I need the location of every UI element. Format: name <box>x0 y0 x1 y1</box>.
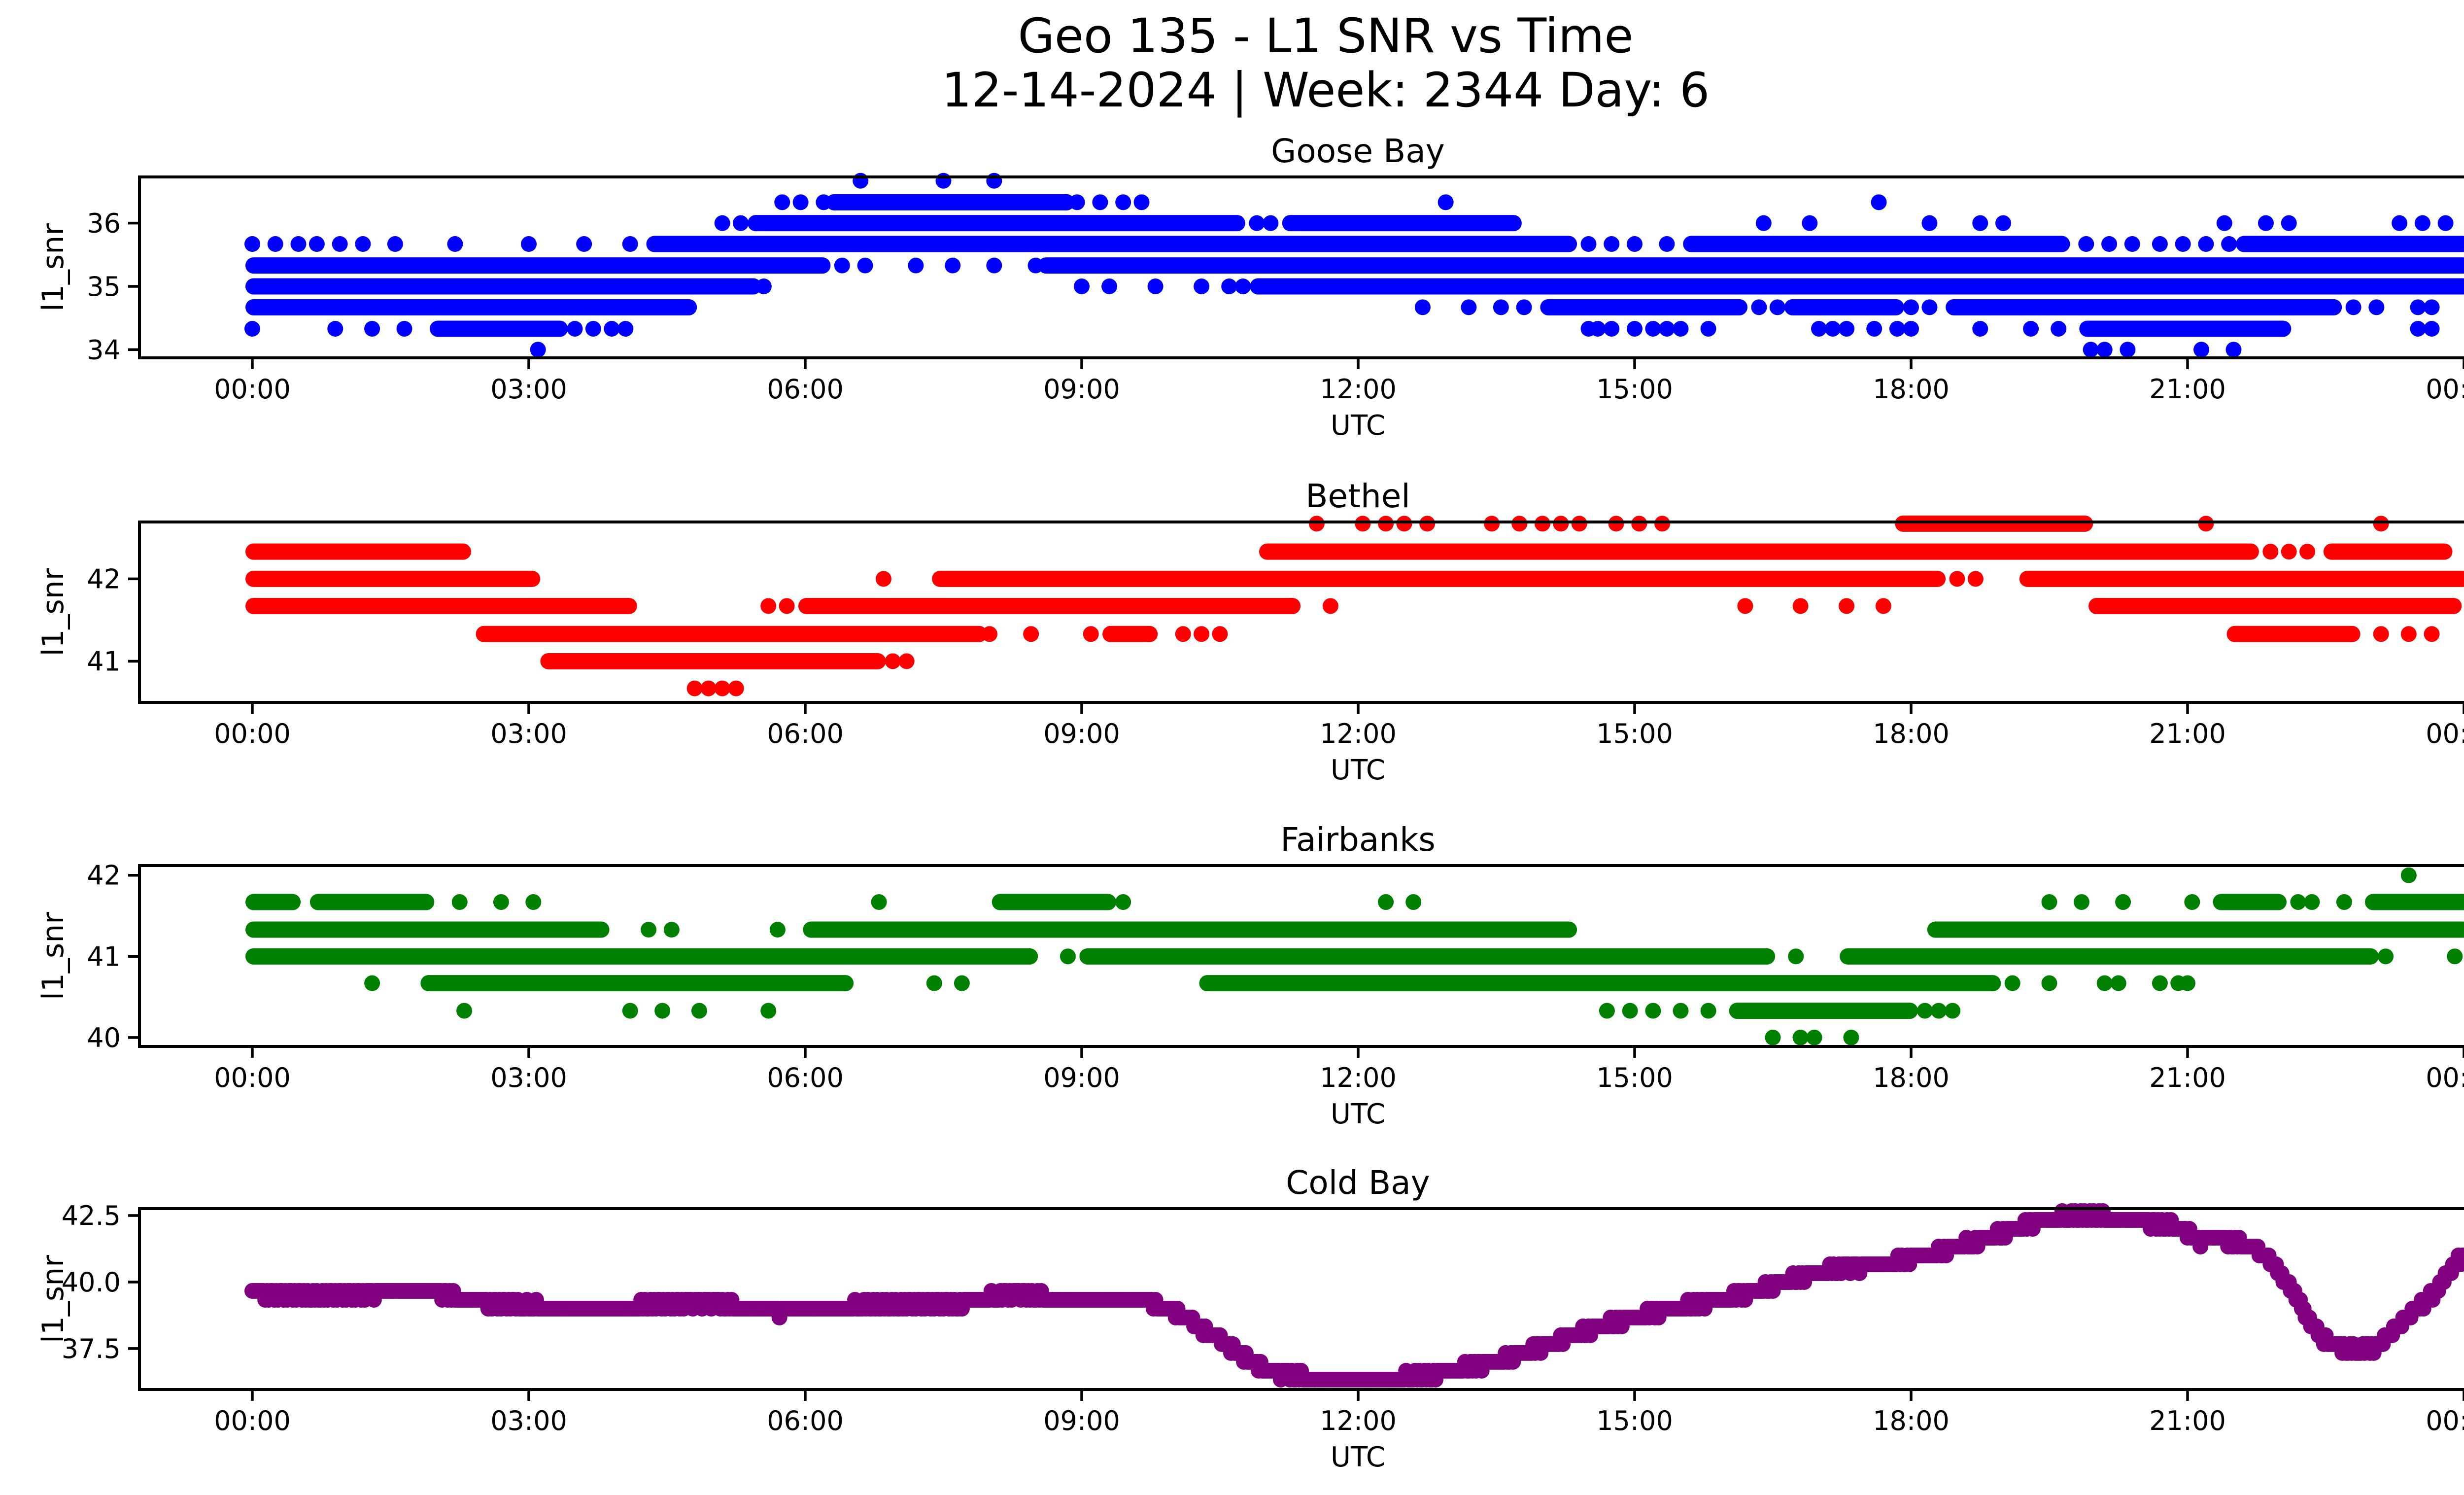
x-tick-label: 00:00 <box>214 1062 291 1093</box>
x-tick-label: 00:00 <box>2426 1405 2464 1436</box>
figure-title-line1: Geo 135 - L1 SNR vs Time <box>1018 8 1634 64</box>
x-tick-label: 00:00 <box>2426 374 2464 405</box>
bethel-x-axis: 00:00 03:00 06:00 09:00 12:00 15:00 18:00 21:00… <box>214 702 2464 749</box>
y-tick-label: 36 <box>87 208 121 239</box>
x-tick-label: 00:00 <box>214 718 291 749</box>
cold-bay-y-axis: 42.5 40.0 37.5 <box>62 1200 139 1364</box>
x-tick-label: 09:00 <box>1043 374 1120 405</box>
x-tick-label: 12:00 <box>1320 374 1397 405</box>
y-tick-label: 41 <box>87 941 121 972</box>
goose-bay-title: Goose Bay <box>1271 132 1445 170</box>
goose-bay-xlabel: UTC <box>1331 410 1385 442</box>
x-tick-label: 21:00 <box>2149 1405 2226 1436</box>
bethel-ylabel: l1_snr <box>36 568 70 656</box>
cold-bay-xlabel: UTC <box>1331 1441 1385 1473</box>
x-tick-label: 03:00 <box>490 1062 567 1093</box>
x-tick-label: 03:00 <box>490 718 567 749</box>
y-tick-label: 41 <box>87 646 121 677</box>
y-tick-label: 40 <box>87 1022 121 1053</box>
goose-bay-ylabel: l1_snr <box>36 223 70 312</box>
y-tick-label: 40.0 <box>62 1267 121 1298</box>
subplot-goose-bay: 00:00 03:00 06:00 09:00 12:00 15:00 18:00 21:00… <box>36 132 2464 442</box>
x-tick-label: 21:00 <box>2149 1062 2226 1093</box>
figure-title: Geo 135 - L1 SNR vs Time 12-14-2024 | We… <box>340 9 2311 117</box>
x-tick-label: 00:00 <box>214 374 291 405</box>
cold-bay-ylabel: l1_snr <box>36 1255 70 1343</box>
x-tick-label: 00:00 <box>2426 718 2464 749</box>
cold-bay-scatter-points <box>244 1203 2464 1388</box>
fairbanks-scatter-points <box>245 867 2464 1045</box>
goose-bay-y-axis: 36 35 34 <box>87 208 139 365</box>
y-tick-label: 42.5 <box>62 1200 121 1231</box>
x-tick-label: 06:00 <box>767 1062 844 1093</box>
y-tick-label: 42 <box>87 563 121 594</box>
x-tick-label: 12:00 <box>1320 718 1397 749</box>
x-tick-label: 09:00 <box>1043 1062 1120 1093</box>
y-tick-label: 37.5 <box>62 1333 121 1364</box>
x-tick-label: 21:00 <box>2149 718 2226 749</box>
y-tick-label: 42 <box>87 860 121 891</box>
x-tick-label: 06:00 <box>767 1405 844 1436</box>
bethel-y-axis: 42 41 <box>87 563 139 677</box>
subplot-cold-bay: 00:00 03:00 06:00 09:00 12:00 15:00 18:00 21:00… <box>36 1164 2464 1473</box>
figure-title-line2: 12-14-2024 | Week: 2344 Day: 6 <box>941 63 1710 118</box>
goose-bay-scatter-points <box>244 173 2464 358</box>
x-tick-label: 15:00 <box>1596 1062 1673 1093</box>
fairbanks-y-axis: 42 41 40 <box>87 860 139 1053</box>
cold-bay-title: Cold Bay <box>1286 1164 1430 1202</box>
subplot-fairbanks: 00:00 03:00 06:00 09:00 12:00 15:00 18:00 21:00… <box>36 821 2464 1130</box>
goose-bay-x-axis: 00:00 03:00 06:00 09:00 12:00 15:00 18:00 21:00… <box>214 358 2464 405</box>
x-tick-label: 15:00 <box>1596 718 1673 749</box>
x-tick-label: 18:00 <box>1873 1062 1950 1093</box>
x-tick-label: 00:00 <box>2426 1062 2464 1093</box>
bethel-xlabel: UTC <box>1331 754 1385 786</box>
bethel-title: Bethel <box>1305 477 1410 515</box>
fairbanks-xlabel: UTC <box>1331 1098 1385 1130</box>
x-tick-label: 12:00 <box>1320 1405 1397 1436</box>
x-tick-label: 15:00 <box>1596 374 1673 405</box>
x-tick-label: 09:00 <box>1043 718 1120 749</box>
x-tick-label: 15:00 <box>1596 1405 1673 1436</box>
x-tick-label: 09:00 <box>1043 1405 1120 1436</box>
fairbanks-title: Fairbanks <box>1280 821 1436 859</box>
fairbanks-x-axis: 00:00 03:00 06:00 09:00 12:00 15:00 18:00 21:00… <box>214 1046 2464 1093</box>
x-tick-label: 18:00 <box>1873 718 1950 749</box>
cold-bay-x-axis: 00:00 03:00 06:00 09:00 12:00 15:00 18:00 21:00… <box>214 1390 2464 1436</box>
subplot-bethel: 00:00 03:00 06:00 09:00 12:00 15:00 18:00 21:00… <box>36 477 2464 786</box>
x-tick-label: 18:00 <box>1873 1405 1950 1436</box>
x-tick-label: 00:00 <box>214 1405 291 1436</box>
x-tick-label: 12:00 <box>1320 1062 1397 1093</box>
y-tick-label: 34 <box>87 334 121 365</box>
y-tick-label: 35 <box>87 271 121 302</box>
x-tick-label: 18:00 <box>1873 374 1950 405</box>
x-tick-label: 03:00 <box>490 1405 567 1436</box>
x-tick-label: 06:00 <box>767 718 844 749</box>
x-tick-label: 06:00 <box>767 374 844 405</box>
x-tick-label: 03:00 <box>490 374 567 405</box>
bethel-scatter-points <box>245 515 2464 696</box>
x-tick-label: 21:00 <box>2149 374 2226 405</box>
fairbanks-ylabel: l1_snr <box>36 912 70 1000</box>
